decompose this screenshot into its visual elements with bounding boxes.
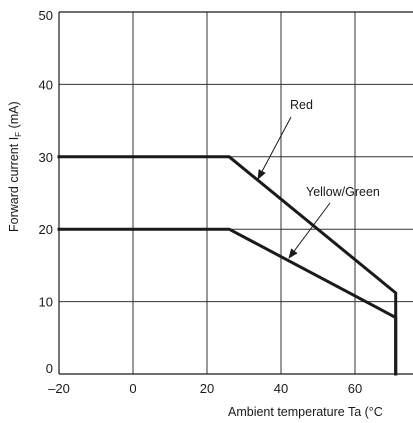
- x-tick-labels: –2002040608: [48, 381, 362, 396]
- series-group: [57, 155, 398, 376]
- x-tick-label: 0: [129, 381, 136, 396]
- plot-frame: [58, 11, 413, 375]
- y-tick-label: 10: [39, 295, 53, 310]
- annotation-arrow: [257, 116, 292, 180]
- annotation-red-label: Red: [290, 98, 313, 112]
- x-tick-label: 40: [274, 381, 288, 396]
- y-tick-label: 40: [39, 77, 53, 92]
- y-axis-label: Forward current IF (mA): [7, 101, 23, 232]
- y-tick-label: 50: [39, 8, 53, 23]
- x-tick-label: –20: [48, 381, 70, 396]
- y-tick-label: 0: [46, 361, 53, 376]
- y-axis-label-subscript: F: [14, 132, 23, 137]
- y-axis-label-unit: (mA): [7, 101, 21, 132]
- x-axis-label: Ambient temperature Ta (°C: [228, 405, 383, 419]
- x-tick-label: 60: [348, 381, 362, 396]
- annotations: Red Yellow/Green: [257, 98, 380, 259]
- y-tick-label: 20: [39, 222, 53, 237]
- y-tick-labels: 0 10 20 30 40 50: [39, 8, 53, 376]
- y-axis-label-main: Forward current I: [7, 137, 21, 232]
- annotation-yellow-green-label: Yellow/Green: [306, 185, 380, 199]
- x-tick-label: 20: [200, 381, 214, 396]
- y-tick-label: 30: [39, 150, 53, 165]
- series-line-yellow-green: [57, 227, 398, 376]
- annotation-arrow: [288, 202, 331, 259]
